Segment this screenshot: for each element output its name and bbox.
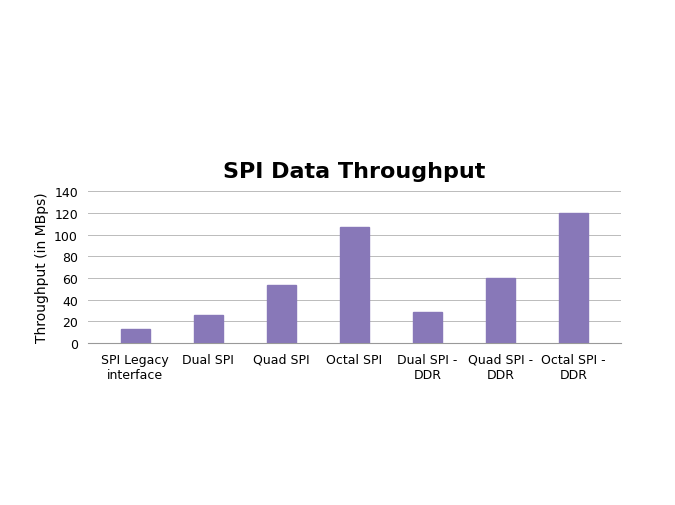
- Title: SPI Data Throughput: SPI Data Throughput: [223, 162, 485, 182]
- Bar: [486, 278, 515, 343]
- Y-axis label: Throughput (in MBps): Throughput (in MBps): [34, 192, 49, 343]
- Bar: [413, 312, 442, 343]
- Bar: [267, 285, 296, 343]
- Bar: [194, 315, 223, 343]
- Bar: [121, 329, 150, 343]
- Bar: [559, 214, 588, 343]
- Bar: [340, 228, 369, 343]
